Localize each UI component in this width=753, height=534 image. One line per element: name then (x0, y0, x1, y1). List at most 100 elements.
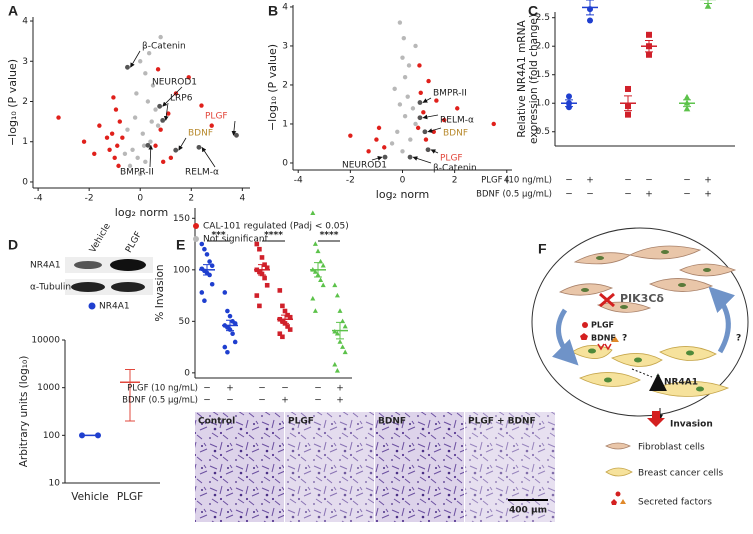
data-point (145, 99, 151, 104)
annotation-arrow (412, 156, 432, 164)
condition-sign: − (683, 190, 691, 200)
data-point (230, 331, 235, 336)
annotated-point (145, 142, 151, 148)
unknown-label: ? (622, 334, 627, 344)
data-point (683, 93, 691, 100)
data-point (120, 135, 125, 140)
data-point (310, 295, 316, 301)
y-tick-label: 150 (173, 214, 190, 224)
y-tick-label: 2 (22, 97, 28, 107)
data-point (442, 117, 447, 123)
y-tick-label: 10 (49, 479, 61, 489)
data-point (410, 106, 416, 111)
error-bar (336, 321, 344, 340)
annotated-point (417, 100, 423, 105)
data-point (138, 171, 143, 177)
condition-sign: − (683, 176, 691, 186)
micrograph-label: Control (198, 417, 235, 427)
data-point (112, 155, 117, 161)
error-bar (314, 262, 322, 278)
data-point (257, 246, 262, 252)
data-point (704, 2, 712, 9)
data-point (140, 131, 145, 136)
x-tick-label: 4 (239, 194, 245, 204)
legend-label: CAL-101 regulated (Padj < 0.05) (203, 222, 349, 232)
data-point (259, 255, 265, 260)
data-point (426, 78, 431, 84)
data-point (413, 43, 418, 49)
annotation-arrow (422, 97, 432, 103)
condition-sign: + (281, 396, 289, 406)
data-point (397, 20, 403, 25)
annotated-point (425, 147, 431, 153)
y-axis-label: % Invasion (154, 264, 166, 321)
y-axis-label: −log₁₀ (P value) (6, 59, 19, 146)
y-axis-label: expression (fold change) (528, 14, 540, 144)
error-bar (203, 264, 211, 276)
gene-label: PIK3Cδ (620, 292, 664, 305)
data-point (287, 314, 293, 320)
y-tick-label: 4 (22, 17, 28, 27)
annotation-arrow (422, 114, 439, 120)
legend-label: Not significant (203, 235, 269, 245)
outcome-label: Invasion (670, 420, 713, 430)
data-point (337, 308, 343, 313)
legend-marker (193, 236, 199, 242)
condition-sign: + (704, 190, 712, 200)
legend-label: NR4A1 (99, 302, 130, 312)
condition-sign: − (203, 384, 211, 394)
error-bar (586, 0, 594, 16)
data-point (130, 147, 135, 152)
y-tick-label: 100 (43, 431, 60, 441)
annotation-arrow (201, 146, 216, 168)
factor-label: BDNF (591, 334, 616, 343)
data-point (376, 125, 382, 131)
data-point (146, 51, 152, 56)
annotation-label: NEUROD1 (342, 161, 387, 171)
annotation-arrow (427, 127, 442, 133)
data-point (402, 74, 408, 80)
error-bar (683, 99, 691, 108)
data-point (222, 290, 228, 295)
data-point (232, 321, 238, 326)
data-point (310, 210, 316, 215)
y-tick-label: 3 (22, 57, 28, 67)
annotation-label: BMPR-II (433, 89, 467, 99)
data-point (413, 121, 418, 127)
unknown-label: ? (736, 334, 741, 344)
annotation-label: LRP6 (170, 94, 193, 104)
data-point (209, 123, 214, 128)
condition-sign: − (645, 176, 653, 186)
data-point (257, 303, 262, 309)
y-tick-label: 3 (282, 41, 288, 51)
data-point (148, 139, 153, 144)
annotation-arrow (130, 50, 141, 68)
panel-label: D (8, 237, 18, 253)
legend-label: Fibroblast cells (638, 443, 705, 453)
blot-protein: NR4A1 (30, 261, 61, 271)
data-point (277, 288, 283, 293)
data-point (332, 361, 338, 367)
data-point (115, 143, 120, 148)
significance-label: **** (264, 231, 283, 241)
condition-sign: − (203, 396, 211, 406)
data-point (320, 262, 326, 268)
condition-sign: − (314, 384, 322, 394)
data-point (400, 149, 405, 154)
data-point (153, 107, 158, 112)
annotation-arrow (231, 120, 237, 136)
data-point (113, 107, 119, 112)
significance-label: **** (320, 231, 339, 241)
annotated-point (196, 144, 202, 150)
data-point (401, 35, 407, 41)
data-point (455, 106, 460, 111)
condition-sign: − (258, 396, 266, 406)
condition-sign: + (226, 384, 234, 394)
annotated-point (125, 64, 130, 70)
data-point (199, 241, 205, 247)
data-point (109, 131, 115, 136)
y-tick-label: 4 (282, 2, 288, 12)
data-point (135, 155, 140, 161)
blot-lane: Vehicle (88, 221, 113, 254)
